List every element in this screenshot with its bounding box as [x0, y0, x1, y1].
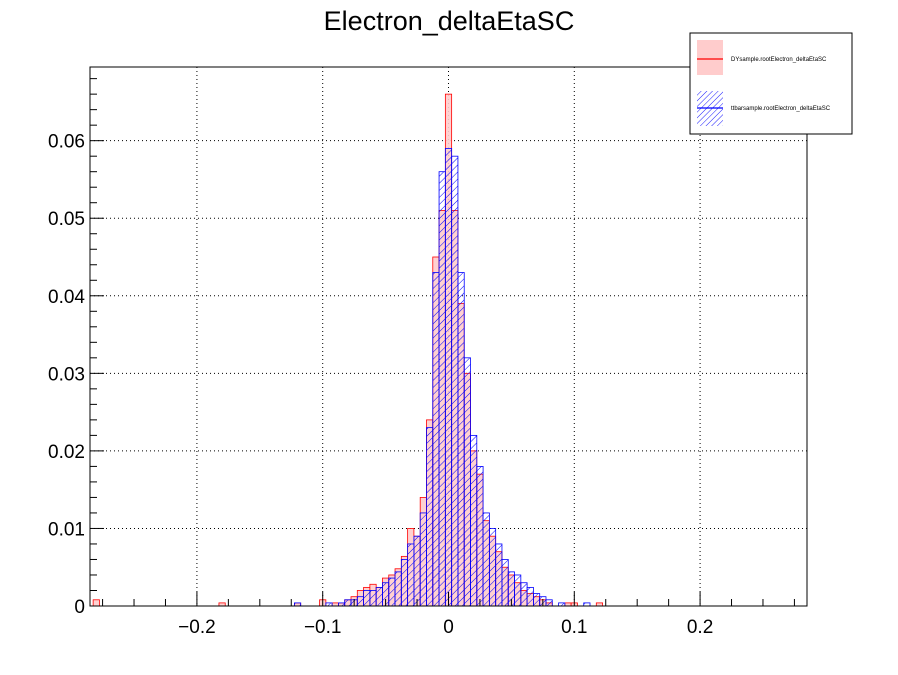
histogram-bin-1-10	[388, 577, 396, 607]
histogram-bin-1-7	[369, 590, 377, 607]
x-tick-label-3: 0.1	[561, 617, 587, 638]
y-tick-label-1: 0.01	[48, 519, 85, 540]
histogram-bin-0-0	[92, 599, 100, 607]
histogram-bin-1-18	[438, 171, 446, 607]
histogram-bin-1-26	[488, 528, 497, 607]
histogram-bin-1-13	[407, 543, 415, 607]
chart-title: Electron_deltaEtaSC	[324, 6, 575, 36]
y-tick-label-3: 0.03	[48, 364, 85, 385]
histogram-bin-1-35	[545, 599, 553, 607]
histogram-bin-1-33	[533, 593, 541, 607]
histogram-bin-1-22	[463, 357, 471, 607]
histogram-bin-1-11	[394, 571, 402, 607]
legend-swatch-dy	[697, 40, 723, 75]
histogram-bin-1-5	[356, 596, 364, 607]
series-layer	[90, 93, 807, 607]
legend-label-ttbar: ttbarsample.rootElectron_deltaEtaSC	[731, 106, 831, 112]
series-1	[90, 148, 807, 607]
x-tick-label-1: −0.1	[304, 617, 342, 638]
histogram-bin-1-28	[501, 559, 509, 607]
histogram-bin-1-14	[413, 535, 421, 607]
legend: DYsample.rootElectron_deltaEtaSC ttbarsa…	[689, 32, 853, 135]
histogram-bin-1-27	[495, 543, 503, 607]
y-tick-label-4: 0.04	[48, 287, 85, 308]
histogram-bin-1-21	[457, 272, 465, 607]
histogram-bin-1-17	[432, 272, 440, 607]
legend-label-dy: DYsample.rootElectron_deltaEtaSC	[731, 57, 827, 63]
histogram-bin-1-24	[476, 466, 484, 607]
histogram-bin-1-16	[426, 427, 434, 607]
histogram-bin-1-31	[520, 582, 528, 607]
x-tick-label-0: −0.2	[178, 617, 216, 638]
axes: −0.2 −0.1 0 0.1 0.2 0 0.01 0.02 0.03 0.04 0.05 0.06	[48, 78, 795, 638]
histogram-bin-1-3	[344, 599, 352, 607]
histogram-bin-1-15	[419, 512, 427, 607]
x-tick-label-2: 0	[443, 617, 454, 638]
histogram-bin-1-23	[470, 434, 478, 607]
histogram-bin-1-20	[451, 155, 459, 607]
histogram-bin-1-32	[526, 586, 534, 607]
histogram-bin-1-19	[444, 148, 453, 607]
histogram-bin-1-25	[482, 512, 490, 607]
y-tick-label-2: 0.02	[48, 442, 85, 463]
x-tick-label-4: 0.2	[687, 617, 713, 638]
histogram-bin-1-30	[514, 574, 522, 607]
histogram-bin-1-12	[400, 559, 409, 607]
y-tick-label-0: 0	[74, 597, 85, 618]
histogram-bin-1-6	[363, 590, 371, 607]
y-tick-label-5: 0.05	[48, 209, 85, 230]
histogram-bin-1-8	[375, 586, 383, 607]
y-tick-label-6: 0.06	[48, 132, 85, 153]
